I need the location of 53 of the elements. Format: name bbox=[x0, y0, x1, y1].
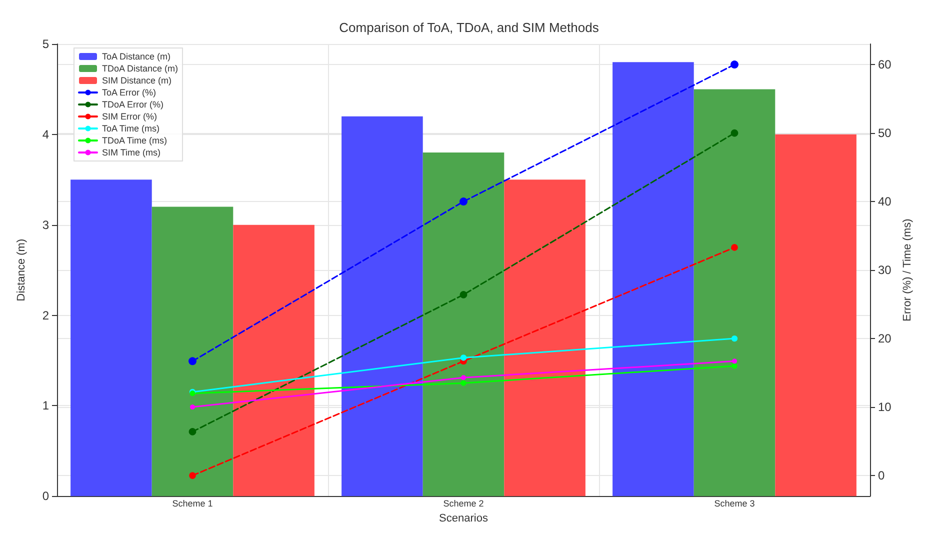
chart-title: Comparison of ToA, TDoA, and SIM Methods bbox=[339, 20, 600, 35]
bar bbox=[422, 152, 504, 496]
y2-tick-label: 20 bbox=[878, 332, 892, 346]
y2-tick-label: 60 bbox=[878, 58, 892, 72]
y2-tick-label: 0 bbox=[878, 468, 885, 483]
point bbox=[460, 291, 468, 298]
point bbox=[460, 198, 468, 206]
bar bbox=[775, 134, 856, 496]
bar bbox=[504, 180, 586, 496]
point bbox=[731, 335, 738, 342]
y-tick-label: 3 bbox=[42, 218, 50, 232]
point bbox=[732, 358, 737, 364]
bar bbox=[342, 116, 423, 496]
point bbox=[460, 354, 467, 361]
y-axis-title: Distance (m) bbox=[16, 238, 28, 302]
y-tick-label: 1 bbox=[42, 398, 50, 413]
point bbox=[461, 375, 466, 380]
legend-label: SIM Distance (m) bbox=[102, 76, 172, 86]
legend-label: TDoA Time (ms) bbox=[102, 136, 168, 146]
legend-label: TDoA Distance (m) bbox=[102, 64, 178, 74]
x-tick-label: Scheme 3 bbox=[714, 498, 755, 509]
x-tick-label: Scheme 1 bbox=[172, 498, 213, 509]
point bbox=[731, 244, 738, 251]
bar bbox=[70, 180, 152, 496]
legend-label: ToA Time (ms) bbox=[102, 124, 160, 134]
point bbox=[188, 357, 196, 366]
point bbox=[189, 472, 196, 479]
y2-tick-label: 50 bbox=[878, 126, 892, 140]
y-tick-label: 2 bbox=[42, 308, 50, 322]
y-tick-label: 5 bbox=[42, 37, 50, 51]
point bbox=[732, 363, 738, 369]
legend-label: ToA Error (%) bbox=[102, 88, 156, 98]
point bbox=[188, 428, 196, 436]
y-tick-label: 4 bbox=[42, 127, 50, 142]
x-axis-title: Scenarios bbox=[439, 512, 488, 524]
legend-label: SIM Time (ms) bbox=[102, 148, 160, 158]
bar bbox=[612, 62, 694, 496]
bar bbox=[694, 89, 776, 496]
y2-tick-label: 10 bbox=[878, 400, 892, 414]
point bbox=[190, 404, 195, 410]
y-tick-label: 0 bbox=[42, 489, 50, 504]
point bbox=[730, 129, 738, 137]
legend-label: SIM Error (%) bbox=[102, 112, 157, 122]
bar bbox=[152, 206, 234, 496]
point bbox=[460, 380, 466, 386]
legend-label: TDoA Error (%) bbox=[102, 100, 164, 110]
y2-tick-label: 40 bbox=[878, 194, 892, 209]
legend-label: ToA Distance (m) bbox=[102, 52, 171, 62]
y2-tick-label: 30 bbox=[878, 263, 892, 278]
point bbox=[730, 60, 738, 69]
bar bbox=[233, 224, 314, 496]
y2-axis-title: Error (%) / Time (ms) bbox=[902, 218, 914, 322]
x-tick-label: Scheme 2 bbox=[443, 498, 484, 509]
